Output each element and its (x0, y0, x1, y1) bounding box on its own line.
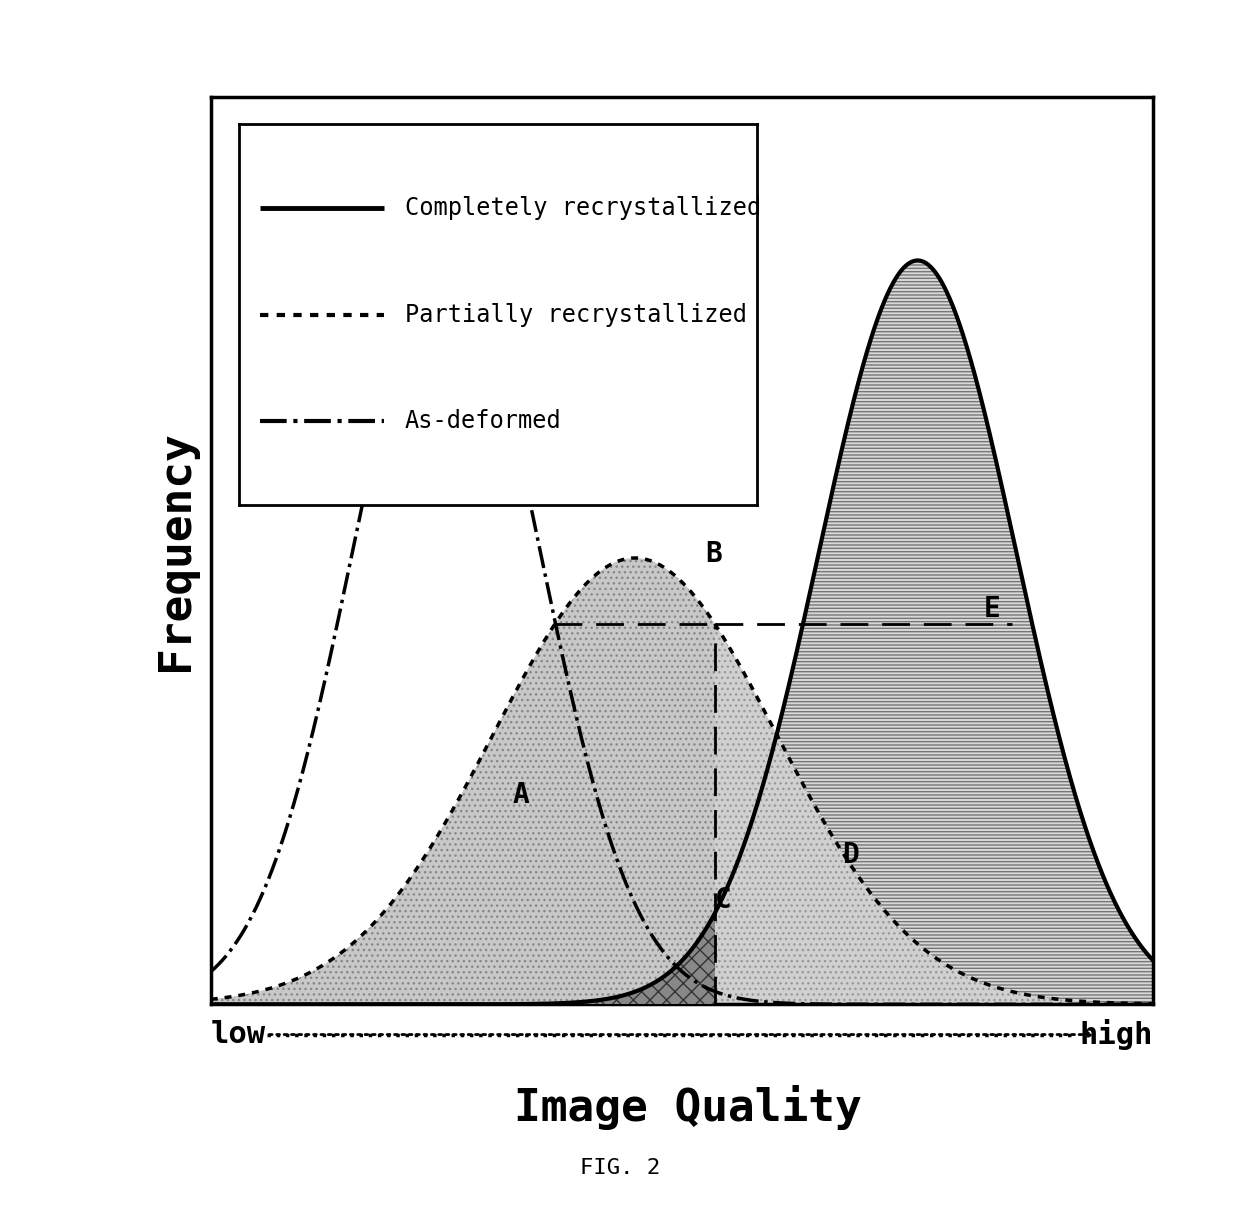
Text: FIG. 2: FIG. 2 (580, 1158, 660, 1177)
Text: B: B (706, 540, 723, 567)
Polygon shape (211, 558, 715, 1004)
Text: C: C (715, 886, 732, 914)
Text: low: low (211, 1020, 265, 1049)
Text: E: E (983, 595, 1001, 623)
Text: A: A (512, 782, 529, 809)
Polygon shape (715, 260, 1153, 1004)
Y-axis label: Frequency: Frequency (154, 431, 197, 670)
Polygon shape (715, 624, 1153, 1004)
Text: high: high (1080, 1019, 1153, 1050)
Polygon shape (211, 912, 715, 1004)
Text: D: D (842, 841, 859, 869)
Text: Image Quality: Image Quality (515, 1084, 862, 1130)
